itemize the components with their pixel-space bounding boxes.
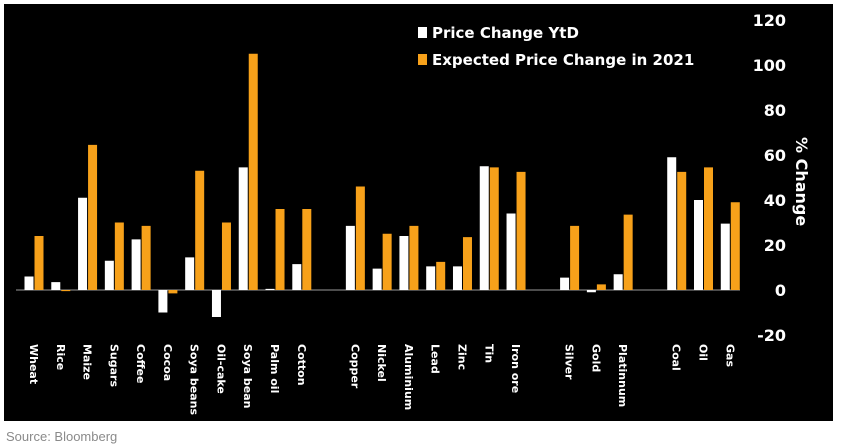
bar-ytd-nickel [372,268,382,290]
y-tick-label: 20 [764,236,786,255]
bar-expected-soya-bean [248,53,258,290]
bar-expected-coal [677,171,687,290]
bar-expected-zinc [462,237,472,290]
x-tick-label-maize: Maize [81,344,94,380]
bar-expected-iron-ore [516,171,526,290]
bar-expected-cocoa [168,290,178,294]
x-tick-label-palm-oil: Palm oil [268,344,281,393]
bar-ytd-oil [694,200,703,290]
bar-expected-rice [61,290,71,292]
bar-expected-palm-oil [275,209,285,290]
bar-expected-lead [436,261,446,290]
bar-ytd-palm-oil [265,288,275,290]
bar-expected-oil [704,167,713,290]
legend-label-expected: Expected Price Change in 2021 [432,51,694,69]
x-tick-label-coffee: Coffee [134,344,147,383]
chart-panel: Wheat Rice Maize Sugars Coffee Cocoa Soya bean… [4,4,833,421]
bar-expected-oil-cake [221,222,231,290]
bar-expected-sugars [114,222,124,290]
x-tick-label-zinc: Zinc [455,344,468,370]
x-tick-label-soya-bean: Soya bean [241,344,254,409]
bar-expected-maize [88,144,98,290]
y-tick-label: 120 [753,11,786,30]
bar-expected-gas [730,202,740,290]
bar-expected-tin [489,167,499,290]
bar-expected-aluminium [409,225,419,290]
bar-ytd-soya-bean [238,167,248,290]
bar-chart: Wheat Rice Maize Sugars Coffee Cocoa Soya bean… [16,11,811,415]
x-tick-label-soya-beans: Soya beans [188,344,201,415]
x-tick-label-silver: Silver [563,344,576,380]
bar-ytd-gas [720,223,730,290]
bar-ytd-wheat [24,276,34,290]
bar-expected-cotton [302,209,312,290]
x-tick-label-copper: Copper [348,344,361,389]
bar-ytd-rice [51,282,61,290]
bar-expected-silver [570,225,580,290]
bar-expected-nickel [382,233,392,290]
x-tick-label-lead: Lead [429,344,442,374]
bar-expected-soya-beans [195,170,205,290]
y-axis-label: % Change [792,137,811,226]
x-tick-label-oil: Oil [697,344,710,361]
bar-expected-platinnum [623,214,633,290]
x-tick-label-rice: Rice [54,344,67,370]
bar-expected-gold [596,284,606,290]
bar-ytd-aluminium [399,236,409,290]
y-tick-label: 80 [764,101,786,120]
bar-ytd-cotton [292,264,302,290]
x-tick-label-tin: Tin [482,344,495,363]
legend-label-ytd: Price Change YtD [432,24,579,42]
bar-ytd-maize [78,197,88,290]
bar-ytd-oil-cake [211,290,221,317]
bar-ytd-gold [586,290,596,293]
y-tick-label: 0 [775,281,786,300]
y-tick-label: 60 [764,146,786,165]
bar-ytd-iron-ore [506,213,516,290]
bar-expected-wheat [34,236,44,290]
x-tick-label-platinnum: Platinnum [616,344,629,407]
x-tick-label-wheat: Wheat [27,344,40,384]
x-tick-label-cotton: Cotton [295,344,308,386]
bar-ytd-tin [479,166,489,290]
bar-ytd-sugars [104,260,114,290]
bar-ytd-coal [667,157,677,290]
x-tick-label-oil-cake: Oil-cake [214,344,227,394]
bar-ytd-cocoa [158,290,168,313]
bar-ytd-platinnum [613,274,623,290]
bar-expected-coffee [141,225,151,290]
x-tick-label-coal: Coal [670,344,683,371]
x-tick-label-gold: Gold [589,344,602,372]
x-tick-label-gas: Gas [723,344,736,367]
bar-ytd-coffee [131,239,141,290]
bar-ytd-zinc [452,266,462,290]
x-tick-label-aluminium: Aluminium [402,344,415,410]
legend-swatch-expected [418,54,427,65]
x-tick-label-cocoa: Cocoa [161,344,174,381]
x-tick-label-iron-ore: Iron ore [509,344,522,393]
x-tick-label-sugars: Sugars [107,344,120,387]
x-tick-label-nickel: Nickel [375,344,388,382]
bar-ytd-lead [426,266,436,290]
bar-ytd-soya-beans [185,257,195,290]
legend-swatch-ytd [418,27,427,38]
y-tick-label: -20 [757,326,786,345]
bar-expected-copper [355,186,365,290]
bar-ytd-silver [560,277,570,290]
y-tick-label: 40 [764,191,786,210]
source-note: Source: Bloomberg [6,429,118,444]
bar-ytd-copper [345,225,355,290]
y-tick-label: 100 [753,56,786,75]
